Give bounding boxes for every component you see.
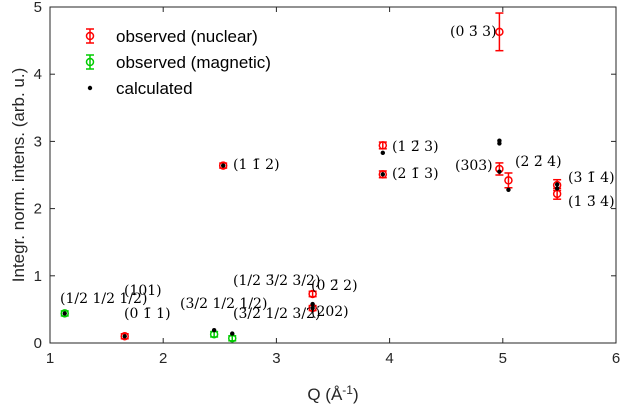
annotation-label: (303) — [455, 158, 493, 174]
magnetic-point-marker — [60, 309, 69, 318]
legend-marker — [85, 54, 95, 70]
annotation-label: (3/2 1/2 1/2) — [180, 296, 267, 312]
nuclear-point — [495, 12, 504, 52]
y-tick-label: 4 — [34, 66, 42, 83]
legend-dot-marker — [87, 85, 93, 91]
calculated-point — [380, 172, 386, 177]
annotation-label: (2 2̄ 4) — [515, 154, 562, 170]
annotations: (1 1̄ 2) (1 2̄ 3) (2 1̄ 3) (0 3̄ 3) (303) (2 … — [60, 24, 615, 322]
calculated-point — [310, 301, 315, 307]
calculated-point — [220, 163, 226, 168]
y-tick-label: 0 — [34, 335, 42, 352]
annotation-label: (3̄/2 1/2 3/2) — [233, 306, 320, 322]
legend-marker-marker — [85, 31, 95, 41]
calculated-point — [211, 328, 217, 333]
calculated-point — [310, 305, 315, 311]
annotation-label: (202) — [311, 304, 349, 320]
y-tick-label: 2 — [34, 201, 42, 218]
legend-label: calculated — [116, 79, 193, 98]
nuclear-point — [308, 289, 317, 299]
nuclear-point — [378, 170, 388, 179]
legend-label: observed (magnetic) — [116, 53, 271, 72]
annotation-label: (1/2 3̄/2 3/2) — [233, 273, 320, 289]
legend-marker-marker — [85, 57, 95, 67]
x-axis-label: Q (Å-1) — [307, 383, 358, 404]
nuclear-point-marker — [120, 332, 129, 341]
legend-entry: observed (magnetic) — [85, 53, 271, 72]
y-axis-label: Integr. norm. intens. (arb. u.) — [9, 68, 28, 282]
nuclear-point-marker — [378, 141, 388, 150]
annotation-label: (0 3̄ 3) — [450, 24, 497, 40]
x-tick-label: 4 — [385, 350, 393, 367]
nuclear-point-marker — [495, 27, 504, 37]
x-tick-label: 6 — [612, 350, 620, 367]
legend-entry: observed (nuclear) — [85, 27, 258, 46]
annotation-label: (0 2̄ 2) — [311, 278, 358, 294]
annotation-label: (1 1̄ 2) — [233, 157, 280, 173]
calculated-point — [497, 141, 502, 146]
legend-label: observed (nuclear) — [116, 27, 258, 46]
data-marks — [60, 12, 562, 343]
nuclear-point-marker — [218, 161, 228, 170]
legend-marker — [85, 28, 95, 44]
legend: observed (nuclear) observed (magnetic) cal… — [85, 27, 271, 98]
calculated-point — [230, 331, 235, 336]
annotation-label: (1/2 1/2 1/2) — [60, 291, 147, 307]
y-tick-label: 1 — [34, 268, 42, 285]
nuclear-point-marker — [308, 289, 317, 299]
x-tick-label: 1 — [46, 350, 54, 367]
x-tick-label: 2 — [159, 350, 167, 367]
calculated-point — [554, 182, 560, 187]
nuclear-point — [504, 172, 513, 189]
plot-frame — [49, 6, 617, 344]
calculated-point — [506, 187, 511, 192]
y-tick-label: 3 — [34, 133, 42, 150]
calculated-point — [554, 186, 560, 191]
annotation-label: (1 3̄ 4) — [568, 194, 615, 210]
calculated-point — [122, 334, 127, 339]
calculated-point — [380, 150, 386, 156]
annotation-label: (0 1̄ 1) — [124, 306, 171, 322]
annotation-label: (101) — [124, 283, 162, 299]
calculated-point — [497, 169, 502, 174]
y-tick-label: 5 — [34, 0, 42, 16]
nuclear-point — [378, 141, 388, 150]
x-tick-label: 5 — [499, 350, 507, 367]
nuclear-point-marker — [504, 176, 513, 185]
annotation-label: (2 1̄ 3) — [392, 166, 439, 182]
magnetic-point — [228, 334, 237, 343]
x-tick-label: 3 — [272, 350, 280, 367]
plot-area — [49, 6, 617, 344]
calculated-point — [62, 311, 67, 316]
annotation-label: (3 1̄ 4) — [568, 170, 615, 186]
legend-entry: calculated — [87, 79, 193, 98]
annotation-label: (1 2̄ 3) — [392, 139, 439, 155]
nuclear-point-marker — [378, 170, 388, 179]
